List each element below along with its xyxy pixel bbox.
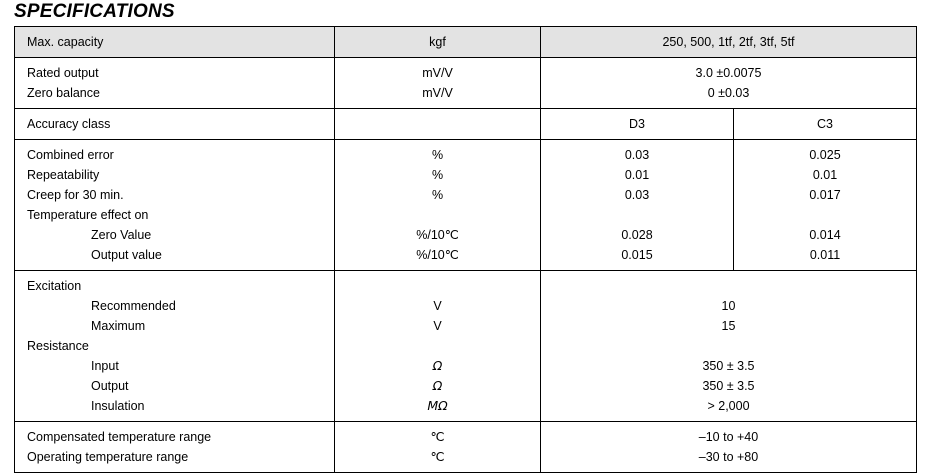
compensated-temp-unit: ℃ [430, 430, 445, 444]
temperature-group-values: –10 to +40 –30 to +80 [540, 421, 917, 473]
accuracy-class-c3-cell: C3 [733, 108, 917, 140]
temperature-group-labels: Compensated temperature range Operating … [14, 421, 335, 473]
combined-error-c3: 0.025 [809, 148, 841, 162]
accuracy-class-label: Accuracy class [27, 117, 111, 131]
specifications-page: SPECIFICATIONS Max. capacity kgf [14, 1, 917, 473]
max-capacity-value-cell: 250, 500, 1tf, 2tf, 3tf, 5tf [540, 26, 917, 58]
zero-value-d3: 0.028 [621, 228, 653, 242]
table-row-temperature-group: Compensated temperature range Operating … [14, 421, 917, 473]
accuracy-group-units: % % % . %/10℃ %/10℃ [334, 139, 541, 271]
table-row-max-capacity: Max. capacity kgf 250, 500, 1tf, 2tf, 3t… [14, 26, 917, 58]
combined-error-unit: % [431, 148, 444, 162]
accuracy-group-d3-values: 0.03 0.01 0.03 . 0.028 0.015 [540, 139, 734, 271]
output-group-units: mV/V mV/V [334, 57, 541, 109]
accuracy-class-unit-cell: . [334, 108, 541, 140]
operating-temp-unit: ℃ [430, 450, 445, 464]
maximum-value: 15 [721, 319, 736, 333]
repeatability-unit: % [431, 168, 444, 182]
repeatability-label: Repeatability [27, 168, 100, 182]
output-unit: Ω [432, 378, 443, 393]
accuracy-group-c3-values: 0.025 0.01 0.017 . 0.014 0.011 [733, 139, 917, 271]
recommended-label: Recommended [91, 299, 176, 313]
operating-temp-label: Operating temperature range [27, 450, 189, 464]
max-capacity-unit: kgf [429, 35, 446, 49]
output-value-label: Output value [91, 248, 162, 262]
output-group-values: 3.0 ±0.0075 0 ±0.03 [540, 57, 917, 109]
accuracy-class-d3-cell: D3 [540, 108, 734, 140]
recommended-value: 10 [721, 299, 736, 313]
zero-value-c3: 0.014 [809, 228, 841, 242]
resistance-label: Resistance [27, 339, 89, 353]
maximum-unit: V [433, 319, 442, 333]
accuracy-class-label-cell: Accuracy class [14, 108, 335, 140]
input-label: Input [91, 359, 119, 373]
excitation-label: Excitation [27, 279, 82, 293]
input-value: 350 ± 3.5 [702, 359, 755, 373]
combined-error-d3: 0.03 [624, 148, 650, 162]
output-label: Output [91, 379, 129, 393]
temperature-group-units: ℃ ℃ [334, 421, 541, 473]
maximum-label: Maximum [91, 319, 146, 333]
combined-error-label: Combined error [27, 148, 114, 162]
accuracy-group-labels: Combined error Repeatability Creep for 3… [14, 139, 335, 271]
temperature-effect-label: Temperature effect on [27, 208, 149, 222]
creep-c3: 0.017 [809, 188, 841, 202]
creep-label: Creep for 30 min. [27, 188, 124, 202]
output-value-unit: %/10℃ [416, 248, 459, 262]
table-row-output-group: Rated output Zero balance mV/V mV/V 3.0 … [14, 57, 917, 109]
page-title: SPECIFICATIONS [14, 1, 175, 22]
output-group-labels: Rated output Zero balance [14, 57, 335, 109]
table-row-accuracy-class: Accuracy class . D3 C3 [14, 108, 917, 140]
electrical-group-units: . V V . Ω Ω MΩ [334, 270, 541, 422]
accuracy-class-c3: C3 [817, 117, 833, 131]
zero-balance-value: 0 ±0.03 [707, 86, 750, 100]
output-value-resistance: 350 ± 3.5 [702, 379, 755, 393]
output-value-d3: 0.015 [621, 248, 653, 262]
repeatability-c3: 0.01 [812, 168, 838, 182]
insulation-unit: MΩ [427, 398, 448, 413]
rated-output-label: Rated output [27, 66, 99, 80]
table-row-accuracy-group: Combined error Repeatability Creep for 3… [14, 139, 917, 271]
compensated-temp-label: Compensated temperature range [27, 430, 212, 444]
rated-output-unit: mV/V [422, 66, 453, 80]
insulation-label: Insulation [91, 399, 145, 413]
zero-value-unit: %/10℃ [416, 228, 459, 242]
zero-balance-label: Zero balance [27, 86, 100, 100]
operating-temp-value: –30 to +80 [698, 450, 759, 464]
repeatability-d3: 0.01 [624, 168, 650, 182]
electrical-group-labels: Excitation Recommended Maximum Resistanc… [14, 270, 335, 422]
insulation-value: > 2,000 [707, 399, 750, 413]
electrical-group-values: . 10 15 . 350 ± 3.5 350 ± 3.5 > 2,000 [540, 270, 917, 422]
zero-value-label: Zero Value [91, 228, 152, 242]
output-value-c3: 0.011 [809, 248, 841, 262]
max-capacity-value: 250, 500, 1tf, 2tf, 3tf, 5tf [662, 35, 795, 49]
rated-output-value: 3.0 ±0.0075 [695, 66, 762, 80]
creep-unit: % [431, 188, 444, 202]
compensated-temp-value: –10 to +40 [698, 430, 759, 444]
specifications-table: Max. capacity kgf 250, 500, 1tf, 2tf, 3t… [14, 26, 917, 473]
recommended-unit: V [433, 299, 442, 313]
zero-balance-unit: mV/V [422, 86, 453, 100]
max-capacity-label: Max. capacity [27, 35, 104, 49]
max-capacity-label-cell: Max. capacity [14, 26, 335, 58]
table-row-electrical-group: Excitation Recommended Maximum Resistanc… [14, 270, 917, 422]
input-unit: Ω [432, 358, 443, 373]
accuracy-class-d3: D3 [629, 117, 645, 131]
creep-d3: 0.03 [624, 188, 650, 202]
max-capacity-unit-cell: kgf [334, 26, 541, 58]
